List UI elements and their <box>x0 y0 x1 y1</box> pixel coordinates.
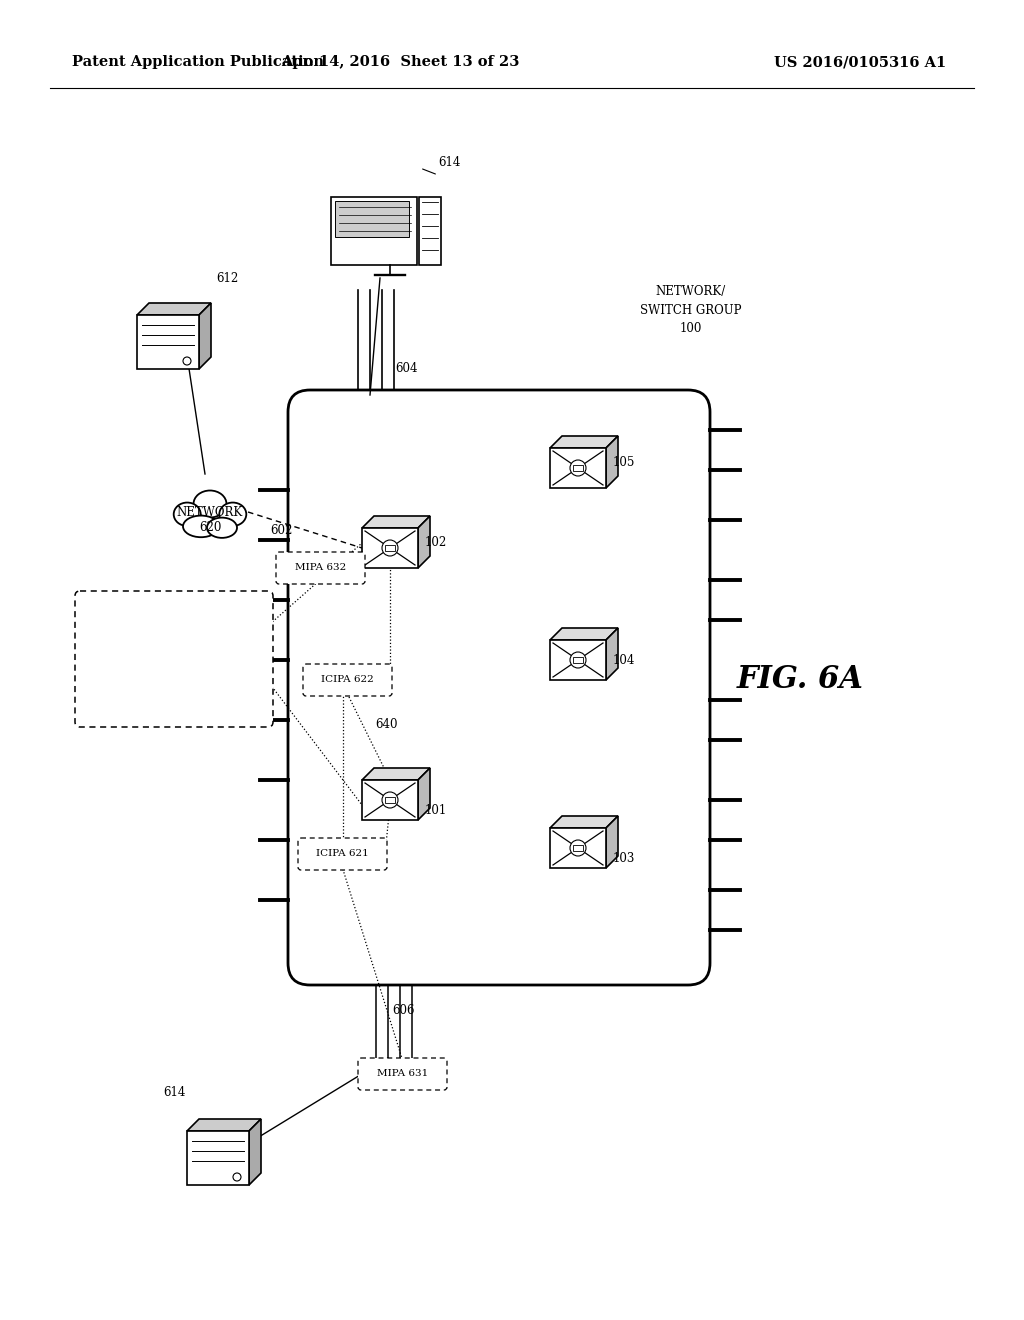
FancyBboxPatch shape <box>358 1059 447 1090</box>
Polygon shape <box>550 447 606 488</box>
Polygon shape <box>573 657 583 663</box>
Polygon shape <box>187 1119 261 1131</box>
Circle shape <box>382 540 398 556</box>
Text: 606: 606 <box>392 1003 415 1016</box>
Circle shape <box>570 840 586 855</box>
FancyBboxPatch shape <box>276 552 365 583</box>
Text: 104: 104 <box>613 653 635 667</box>
Polygon shape <box>550 816 618 828</box>
Circle shape <box>183 356 191 366</box>
Polygon shape <box>362 516 430 528</box>
Polygon shape <box>331 197 417 265</box>
Circle shape <box>233 1173 241 1181</box>
Polygon shape <box>362 528 418 568</box>
Polygon shape <box>550 628 618 640</box>
Polygon shape <box>385 545 395 550</box>
Polygon shape <box>550 828 606 869</box>
Polygon shape <box>573 465 583 471</box>
Ellipse shape <box>194 491 226 517</box>
Polygon shape <box>606 816 618 869</box>
Polygon shape <box>137 315 199 370</box>
FancyBboxPatch shape <box>335 201 409 238</box>
Polygon shape <box>418 516 430 568</box>
Text: NETWORK
620: NETWORK 620 <box>177 506 243 535</box>
Text: Apr. 14, 2016  Sheet 13 of 23: Apr. 14, 2016 Sheet 13 of 23 <box>281 55 519 69</box>
Text: ICIPA 622: ICIPA 622 <box>322 676 374 685</box>
Text: ICIPA 621: ICIPA 621 <box>316 850 369 858</box>
Polygon shape <box>573 845 583 851</box>
Ellipse shape <box>207 517 237 537</box>
Text: 103: 103 <box>613 851 635 865</box>
Text: 602: 602 <box>270 524 293 536</box>
Text: VIRTUAL IP ADDRESS
610: VIRTUAL IP ADDRESS 610 <box>110 626 239 647</box>
Text: 101: 101 <box>425 804 447 817</box>
Polygon shape <box>606 628 618 680</box>
Ellipse shape <box>219 503 247 525</box>
Polygon shape <box>606 436 618 488</box>
Ellipse shape <box>183 516 219 537</box>
Text: Patent Application Publication: Patent Application Publication <box>72 55 324 69</box>
Polygon shape <box>550 436 618 447</box>
Text: 604: 604 <box>395 362 418 375</box>
Text: FIG. 6A: FIG. 6A <box>736 664 863 696</box>
Polygon shape <box>187 1131 249 1185</box>
FancyBboxPatch shape <box>288 389 710 985</box>
Circle shape <box>570 652 586 668</box>
Text: 640: 640 <box>375 718 397 730</box>
Polygon shape <box>385 797 395 803</box>
Polygon shape <box>418 768 430 820</box>
Text: 612: 612 <box>216 272 239 285</box>
FancyBboxPatch shape <box>419 197 441 265</box>
Polygon shape <box>362 768 430 780</box>
Text: 105: 105 <box>613 457 635 470</box>
FancyBboxPatch shape <box>298 838 387 870</box>
Text: US 2016/0105316 A1: US 2016/0105316 A1 <box>774 55 946 69</box>
Circle shape <box>570 459 586 477</box>
Circle shape <box>382 792 398 808</box>
Polygon shape <box>550 640 606 680</box>
Ellipse shape <box>174 503 201 525</box>
Text: 102: 102 <box>425 536 447 549</box>
Polygon shape <box>362 780 418 820</box>
Text: MIPA 632: MIPA 632 <box>295 564 346 573</box>
Text: 614: 614 <box>163 1085 185 1098</box>
Polygon shape <box>137 304 211 315</box>
FancyBboxPatch shape <box>303 664 392 696</box>
FancyBboxPatch shape <box>75 591 273 727</box>
Polygon shape <box>199 304 211 370</box>
Text: NETWORK/
SWITCH GROUP
100: NETWORK/ SWITCH GROUP 100 <box>640 285 741 334</box>
Polygon shape <box>249 1119 261 1185</box>
Text: MIPA 631: MIPA 631 <box>377 1069 428 1078</box>
Text: 614: 614 <box>438 156 461 169</box>
